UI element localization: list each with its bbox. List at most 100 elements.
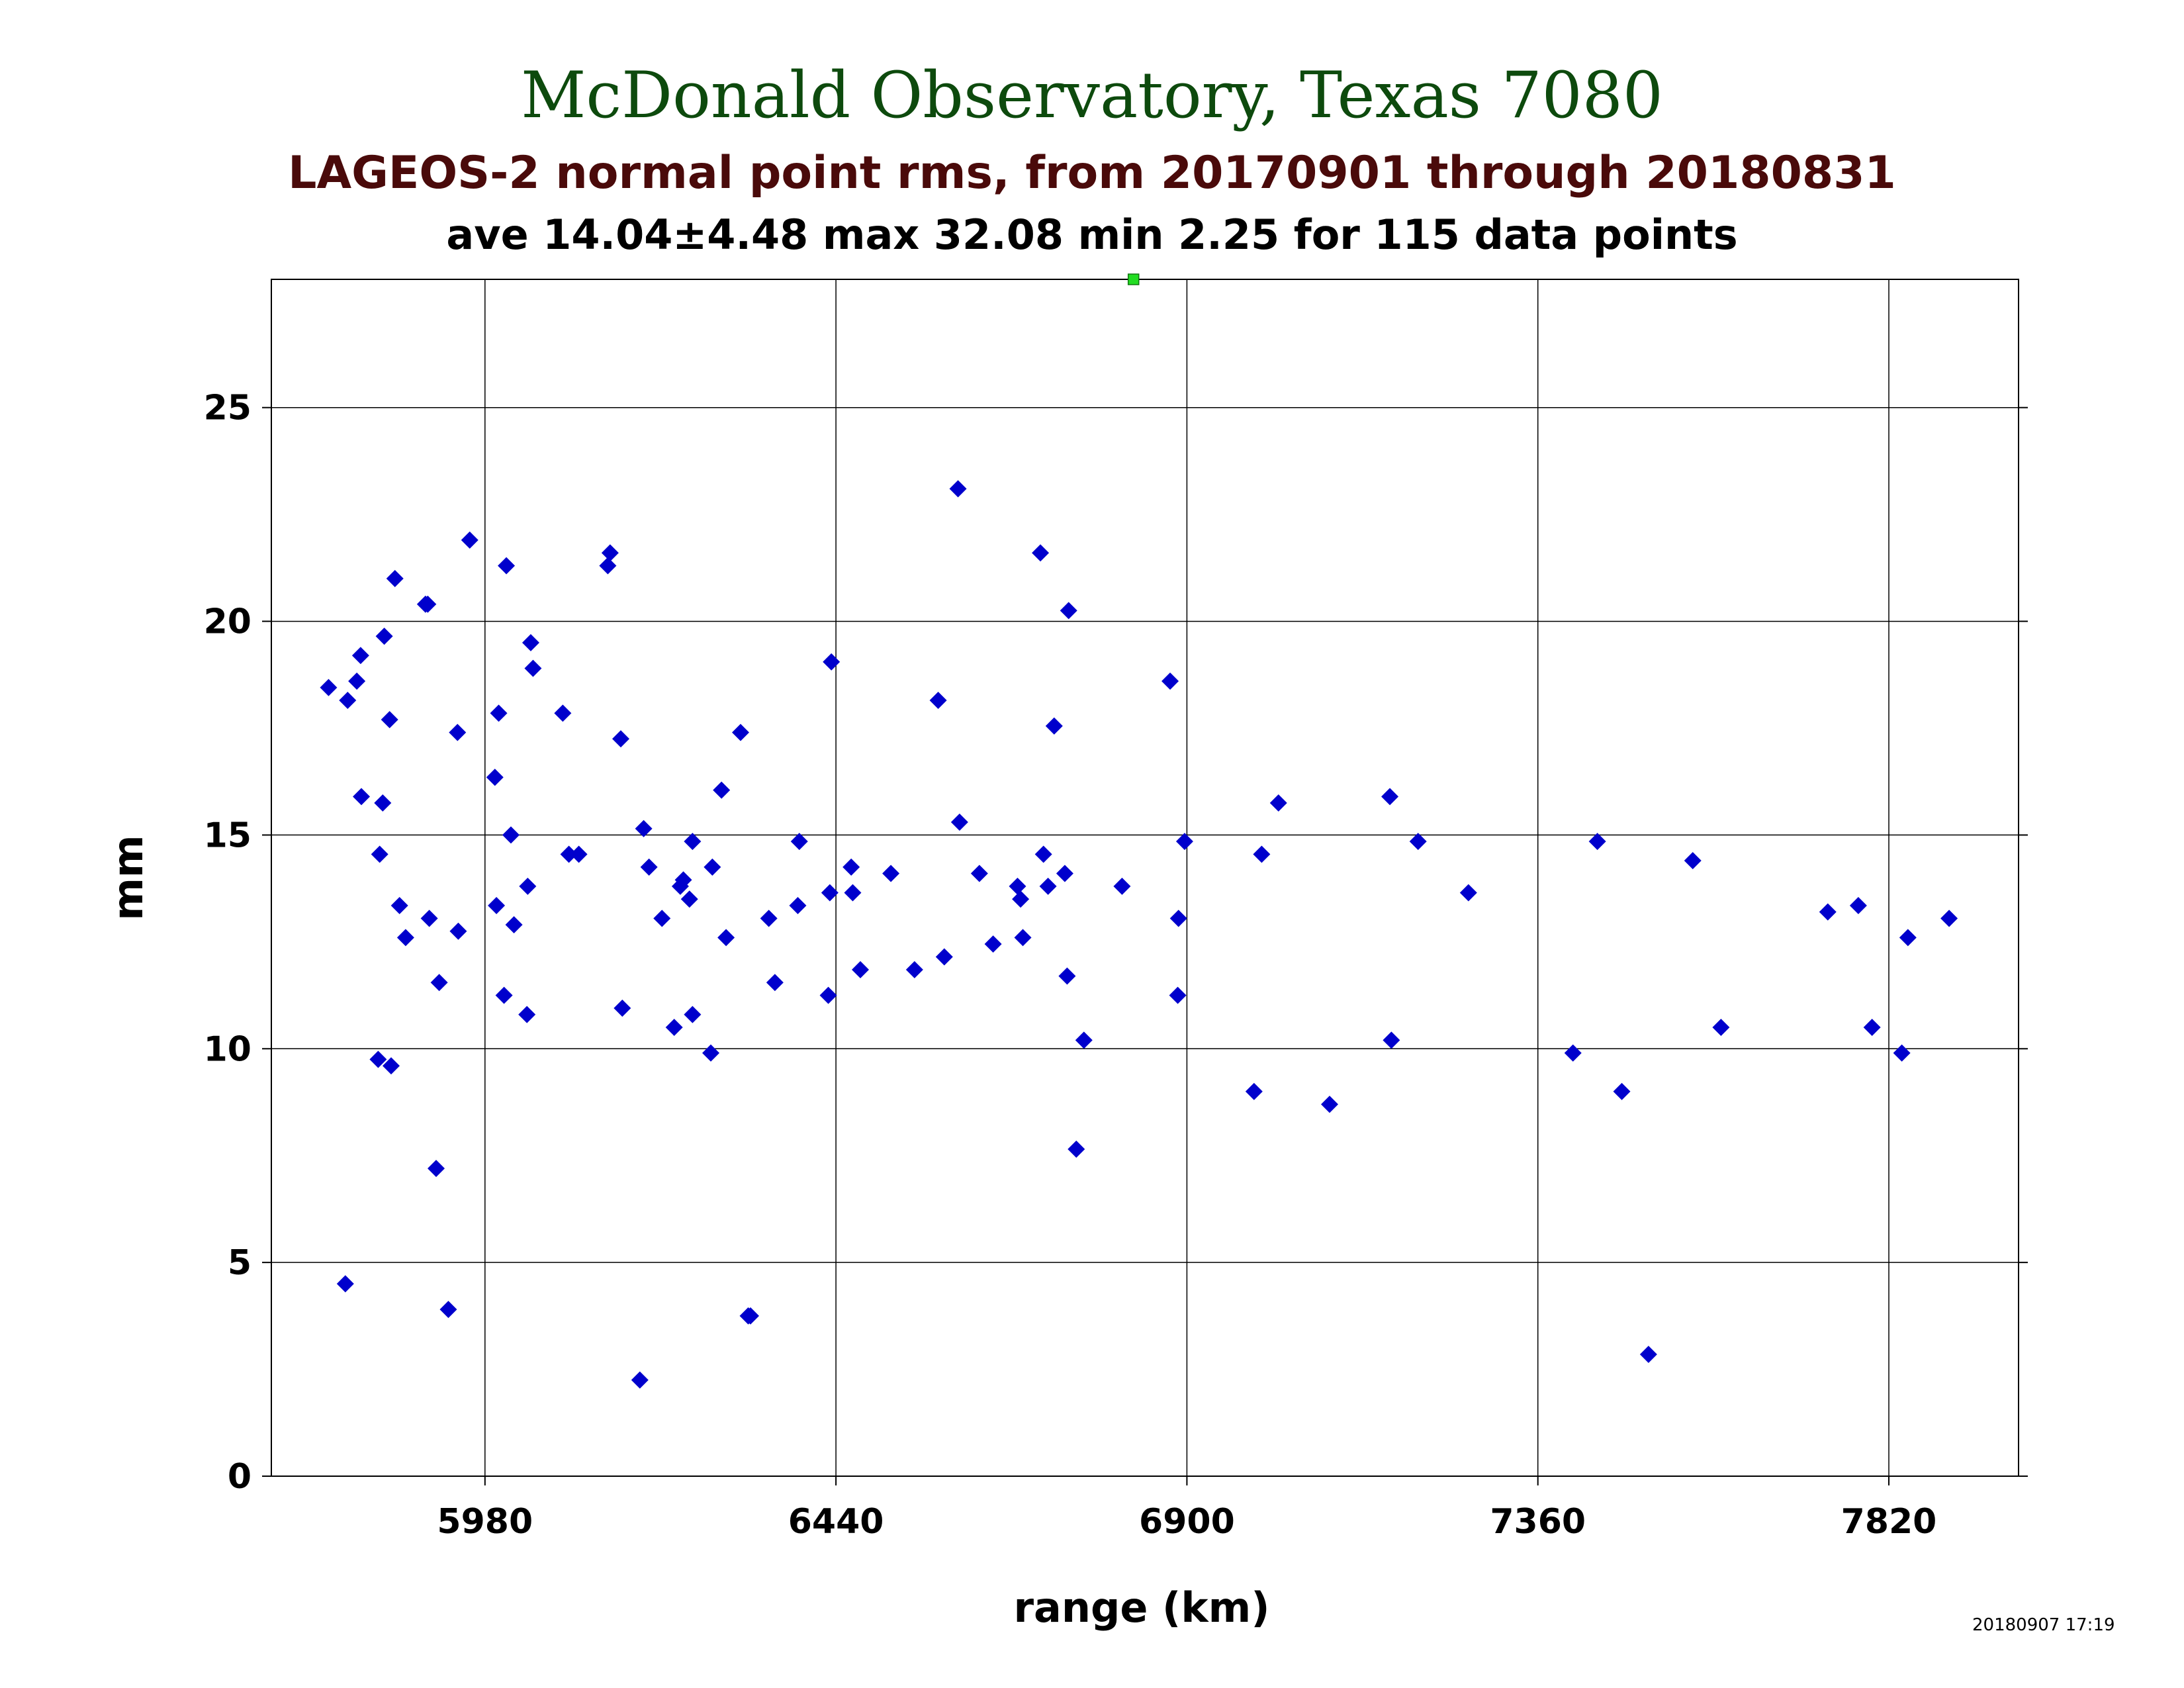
data-point: [560, 845, 578, 863]
data-point: [1009, 877, 1026, 895]
x-tick-label: 6440: [788, 1502, 884, 1542]
data-point: [1684, 852, 1702, 870]
data-point: [789, 896, 807, 914]
x-axis-ticks: 5980 6440 6900 7360 7820: [437, 1476, 1936, 1542]
data-point: [353, 788, 371, 806]
data-point: [1940, 910, 1958, 927]
plot-frame: [271, 279, 2019, 1477]
data-point: [1034, 845, 1052, 863]
data-point: [984, 935, 1002, 953]
data-point: [905, 961, 923, 978]
data-point: [1819, 903, 1837, 921]
data-point: [1459, 884, 1477, 902]
x-tick-label: 6900: [1139, 1502, 1235, 1542]
data-point: [1849, 896, 1867, 914]
x-tick-label: 5980: [437, 1502, 533, 1542]
data-point: [1113, 877, 1131, 895]
data-point: [498, 557, 516, 575]
data-point: [396, 929, 414, 947]
data-point: [731, 724, 749, 741]
data-point: [1639, 1345, 1657, 1363]
data-point: [717, 929, 735, 947]
data-point: [790, 833, 808, 851]
data-point: [1245, 1082, 1263, 1100]
data-point: [1863, 1019, 1881, 1036]
data-point: [684, 1006, 702, 1023]
data-point: [1068, 1141, 1085, 1158]
data-point: [419, 595, 437, 613]
x-axis-label: range (km): [1013, 1583, 1269, 1632]
data-point: [428, 1160, 445, 1178]
y-tick-label: 0: [228, 1457, 251, 1497]
data-point: [1613, 1082, 1631, 1100]
data-point: [439, 1301, 457, 1319]
data-point: [1012, 890, 1030, 908]
data-point: [374, 794, 392, 812]
data-point: [449, 922, 467, 940]
data-point: [970, 865, 988, 882]
x-tick-label: 7360: [1490, 1502, 1586, 1542]
data-point: [339, 692, 357, 710]
data-point: [640, 858, 658, 876]
y-tick-label: 20: [204, 602, 251, 642]
data-point: [1320, 1096, 1338, 1113]
data-point: [821, 884, 839, 902]
data-point: [1056, 865, 1073, 882]
y-axis-ticks: 0 5 10 15 20 25: [204, 389, 2028, 1497]
y-tick-label: 5: [228, 1243, 251, 1283]
data-point: [702, 1044, 720, 1062]
data-point: [631, 1371, 649, 1389]
data-point: [1169, 910, 1187, 927]
data-point: [320, 679, 338, 696]
data-point: [882, 865, 900, 882]
data-point: [382, 1057, 400, 1075]
data-point: [741, 1307, 759, 1325]
data-point: [522, 633, 539, 651]
data-point: [554, 704, 572, 722]
data-point: [371, 845, 388, 863]
data-point: [612, 730, 629, 748]
data-point: [601, 544, 619, 562]
data-point: [375, 628, 393, 645]
data-point: [823, 653, 841, 671]
data-point: [390, 896, 408, 914]
data-point: [570, 845, 588, 863]
data-point: [449, 724, 467, 741]
data-point: [929, 692, 947, 710]
data-point: [495, 986, 513, 1004]
data-point: [950, 814, 968, 831]
data-point: [348, 672, 366, 690]
data-point: [502, 826, 520, 844]
chart-title: McDonald Observatory, Texas 7080: [521, 58, 1663, 132]
data-point: [524, 659, 542, 677]
data-point: [1060, 602, 1077, 620]
data-point: [490, 704, 508, 722]
data-point: [1161, 672, 1179, 690]
data-point: [1039, 877, 1057, 895]
data-point: [1075, 1031, 1093, 1049]
data-point: [766, 974, 784, 992]
data-point: [760, 910, 778, 927]
data-point: [1712, 1019, 1730, 1036]
data-point: [505, 916, 523, 934]
data-points: [320, 273, 1958, 1389]
y-tick-label: 15: [204, 816, 251, 855]
data-point: [935, 948, 953, 966]
generated-timestamp: 20180907 17:19: [1972, 1615, 2115, 1635]
data-point: [369, 1051, 387, 1068]
data-point: [1169, 986, 1187, 1004]
data-point: [949, 480, 967, 498]
data-point: [1383, 1031, 1400, 1049]
outlier-marker: [1127, 273, 1140, 285]
grid-lines: [271, 279, 2019, 1477]
y-tick-label: 25: [204, 389, 251, 428]
data-point: [1893, 1044, 1911, 1062]
y-tick-label: 10: [204, 1029, 251, 1069]
data-point: [420, 910, 438, 927]
data-point: [680, 890, 698, 908]
data-point: [674, 871, 692, 889]
data-point: [519, 877, 537, 895]
data-point: [1899, 929, 1917, 947]
data-point: [653, 910, 671, 927]
